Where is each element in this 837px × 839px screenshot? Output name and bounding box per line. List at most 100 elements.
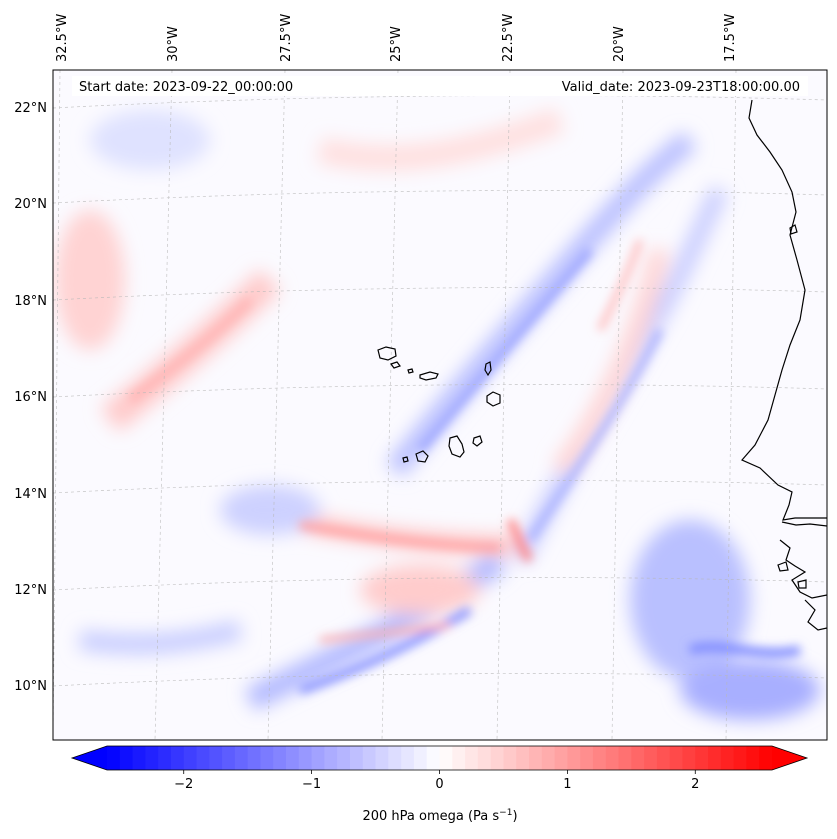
coast-guinea-bissau	[779, 539, 827, 599]
colorbar-segment	[516, 746, 530, 770]
colorbar-segment	[426, 746, 441, 770]
colorbar-title-exponent: −1	[499, 808, 512, 818]
colorbar-segment	[158, 746, 172, 770]
colorbar-ticks: −2 −1 0 1 2	[174, 770, 699, 792]
colorbar-segment	[669, 746, 684, 770]
ascent-nw	[90, 110, 210, 170]
coast-mauritania-senegal	[741, 99, 827, 521]
meridian-27-5w	[267, 70, 286, 740]
colorbar-segment	[592, 746, 607, 770]
island-sao-nicolau	[419, 371, 439, 381]
coast-guinea	[804, 599, 827, 631]
lat-label-22n: 22°N	[14, 101, 47, 116]
colorbar-tick-label: 1	[563, 777, 571, 792]
colorbar-segment	[401, 746, 415, 770]
colorbar-segment	[337, 746, 351, 770]
colorbar-extend-low	[72, 746, 107, 770]
lon-label-32-5w: 32.5°W	[55, 14, 70, 62]
colorbar-segment	[260, 746, 274, 770]
island-sao-vicente	[390, 361, 401, 369]
colorbar-segment	[298, 746, 313, 770]
parallel-16n	[53, 384, 827, 398]
ascent-band-east	[511, 185, 729, 565]
colorbar-tick-label: −1	[302, 777, 321, 792]
colorbar-title-main: 200 hPa omega (Pa s	[362, 809, 499, 824]
coast-bijagos-1	[777, 561, 789, 572]
colorbar-segment	[541, 746, 556, 770]
colorbar-segment	[477, 746, 492, 770]
ascent-se-corner	[680, 660, 820, 720]
descent-center	[360, 565, 480, 615]
map-frame	[52, 69, 828, 741]
island-santiago	[448, 435, 465, 458]
colorbar-segment	[209, 746, 223, 770]
meridian-30w	[154, 70, 173, 740]
lon-label-27-5w: 27.5°W	[279, 14, 294, 62]
west-africa-coast	[741, 99, 827, 631]
cape-verde-islands	[377, 346, 501, 463]
valid-date-label: Valid_date: 2023-09-23T18:00:00.00	[562, 80, 800, 95]
longitude-labels: 32.5°W 30°W 27.5°W 25°W 22.5°W 20°W 17.5…	[55, 14, 738, 62]
colorbar-segment	[375, 746, 389, 770]
colorbar-segment	[145, 746, 159, 770]
colorbar-tick-label: 2	[691, 777, 699, 792]
island-boa-vista	[486, 391, 501, 407]
colorbar-segment	[222, 746, 236, 770]
colorbar-segment	[567, 746, 581, 770]
meridian-32-5w	[53, 70, 61, 740]
colorbar-segment	[733, 746, 748, 770]
lat-label-16n: 16°N	[14, 390, 47, 405]
meridian-25w	[381, 70, 399, 740]
descent-streak-2	[506, 518, 534, 563]
parallel-14n	[53, 480, 827, 494]
colorbar-segment	[247, 746, 262, 770]
island-brava	[402, 456, 409, 463]
ascent-streak-3	[298, 606, 473, 695]
meridian-17-5w	[725, 70, 737, 740]
colorbar-segment	[349, 746, 364, 770]
island-sal	[484, 361, 492, 377]
colorbar-segment	[324, 746, 338, 770]
ascent-southwest	[78, 620, 243, 655]
descent-band-north	[316, 107, 565, 171]
colorbar-segment	[618, 746, 632, 770]
colorbar-title: 200 hPa omega (Pa s−1)	[362, 808, 517, 824]
descent-band-east	[552, 247, 670, 477]
parallel-10n	[53, 673, 827, 687]
colorbar-segment	[311, 746, 326, 770]
colorbar-extend-high	[772, 746, 807, 770]
lon-label-25w: 25°W	[389, 26, 404, 62]
colorbar-segment	[183, 746, 198, 770]
colorbar-segment	[388, 746, 402, 770]
descent-streak-4	[319, 622, 451, 643]
descent-streak-3	[127, 296, 254, 404]
colorbar-tick-label: 0	[435, 777, 443, 792]
colorbar-segment	[362, 746, 377, 770]
colorbar-segment	[720, 746, 735, 770]
start-date-label: Start date: 2023-09-22_00:00:00	[79, 80, 293, 95]
colorbar-segment	[682, 746, 696, 770]
parallel-18n	[53, 287, 827, 301]
meridian-22-5w	[496, 70, 511, 740]
colorbar-segment	[644, 746, 658, 770]
colorbar-segment	[759, 746, 773, 770]
map-panel: Start date: 2023-09-22_00:00:00 Valid_da…	[14, 14, 828, 741]
colorbar-segment	[746, 746, 760, 770]
ascent-band-main	[386, 131, 697, 477]
colorbar-tick-label: −2	[174, 777, 193, 792]
ascent-coast	[630, 520, 750, 680]
colorbar-segment	[631, 746, 645, 770]
omega-field	[55, 107, 820, 720]
header-strip	[72, 76, 808, 96]
colorbar-segments	[107, 746, 773, 770]
lat-label-12n: 12°N	[14, 583, 47, 598]
colorbar-segment	[452, 746, 466, 770]
colorbar-segment	[554, 746, 568, 770]
gridlines	[53, 70, 827, 740]
meridian-20w	[611, 70, 624, 740]
colorbar-segment	[119, 746, 134, 770]
colorbar-segment	[273, 746, 287, 770]
colorbar-outline	[70, 745, 809, 771]
parallel-12n	[53, 577, 827, 591]
